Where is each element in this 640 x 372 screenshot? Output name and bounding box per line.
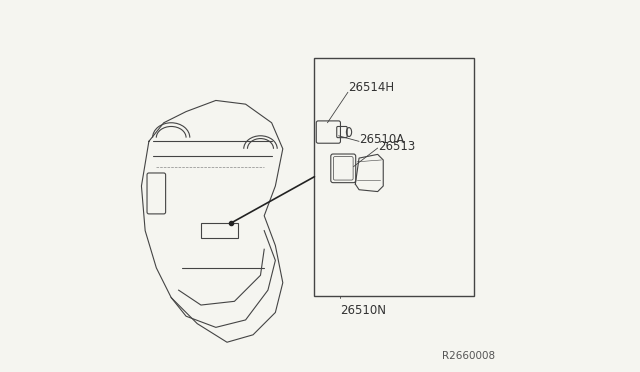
Text: 26510A: 26510A — [359, 133, 404, 146]
Bar — [201, 223, 238, 238]
Text: 26510N: 26510N — [340, 304, 387, 317]
Text: 26513: 26513 — [378, 141, 415, 153]
Bar — [314, 58, 474, 296]
Text: R2660008: R2660008 — [442, 351, 495, 361]
Text: 26514H: 26514H — [348, 81, 394, 94]
